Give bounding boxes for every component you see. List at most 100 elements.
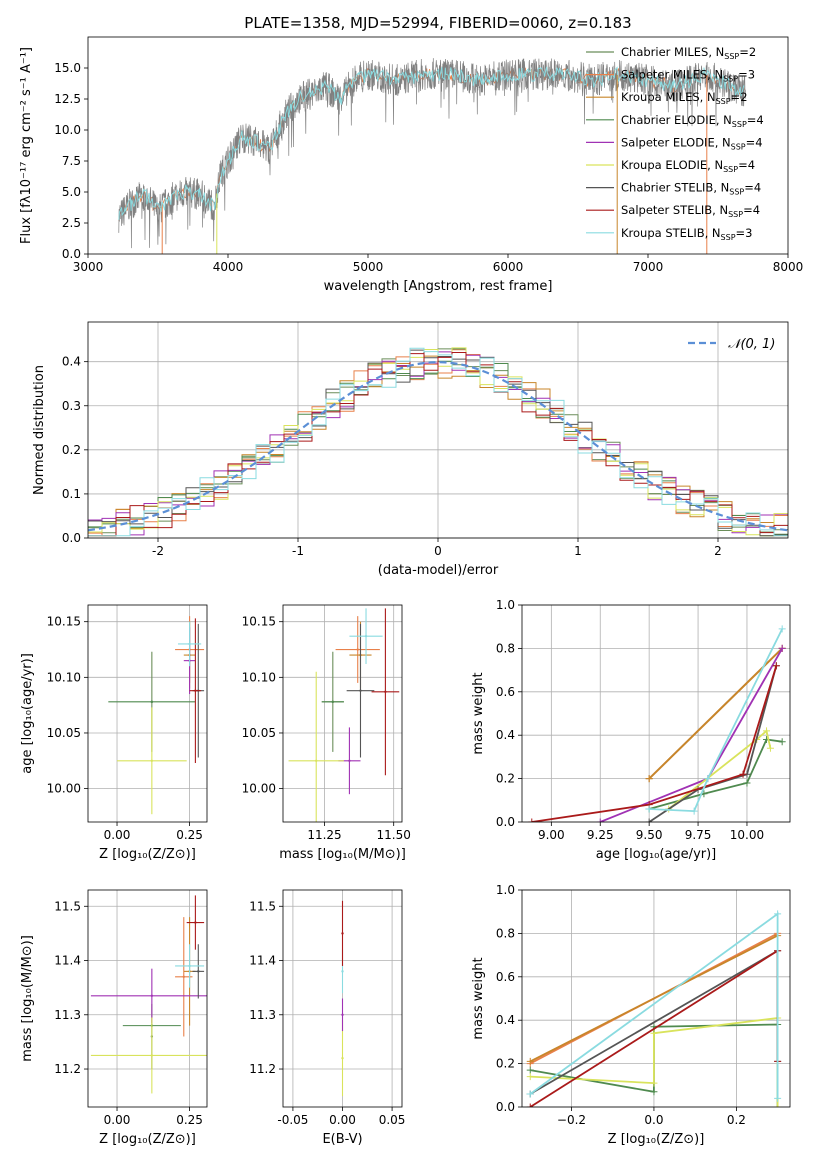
- weight-vs-Z-panel: −0.2 0.0 0.2 0.0 0.2 0.4 0.6 0.8 1.0 Z [log₁₀(Z/Z…: [471, 883, 791, 1147]
- legend-nssp-value: 3: [748, 68, 755, 82]
- x-tick-label: 0.00: [104, 828, 131, 842]
- x-tick-label: 0.25: [176, 1113, 203, 1127]
- y-tick-label: 11.3: [249, 1008, 276, 1022]
- x-tick-label: 3000: [73, 260, 104, 274]
- y-tick-label: 10.15: [242, 615, 276, 629]
- legend-entry: Salpeter ELODIE, NSSP=4: [621, 135, 763, 151]
- legend-nssp-value: 4: [753, 203, 760, 217]
- legend-nssp-prefix: , N: [715, 135, 731, 149]
- data-point: [188, 642, 191, 646]
- mass-weight-marker: [772, 662, 780, 670]
- x-tick-label: −0.2: [557, 1113, 586, 1127]
- x-tick-label: 0.0: [644, 1113, 663, 1127]
- x-tick-label: 0.2: [727, 1113, 746, 1127]
- mass-weight-marker: [743, 779, 751, 787]
- mass-weight-line: [648, 665, 778, 822]
- legend-nssp-prefix: , N: [705, 226, 721, 240]
- legend-nssp-prefix: , N: [708, 45, 724, 59]
- x-tick-label: 2: [714, 544, 722, 558]
- legend-label: Salpeter ELODIE: [621, 135, 715, 149]
- x-tick-label: 10.00: [730, 828, 764, 842]
- x-tick-label: 0.00: [329, 1113, 356, 1127]
- y-tick-label: 1.0: [496, 883, 515, 897]
- x-tick-label: 11.50: [377, 828, 411, 842]
- x-axis-label: (data-model)/error: [378, 563, 499, 578]
- mass-weight-marker: [763, 727, 771, 735]
- legend-nssp-sub: SSP: [721, 233, 736, 242]
- model-spectrum-line: [118, 66, 745, 220]
- y-tick-label: 11.5: [249, 899, 276, 913]
- legend-nssp-eq: =: [746, 135, 756, 149]
- x-tick-label: 0.25: [176, 828, 203, 842]
- data-point: [359, 689, 362, 692]
- y-tick-label: 11.4: [54, 954, 81, 968]
- mass-vs-Z-panel: 0.00 0.25 11.2 11.3 11.4 11.5 Z [log₁₀(Z/Z⊙)] m…: [20, 889, 208, 1147]
- y-tick-label: 10.15: [47, 615, 81, 629]
- legend-nssp-sub: SSP: [723, 165, 738, 174]
- mass-weight-marker: [526, 1057, 534, 1065]
- x-tick-label: 9.75: [685, 828, 712, 842]
- histogram-step: [88, 347, 788, 537]
- axes-frame: [87, 889, 208, 1108]
- data-point: [150, 994, 154, 997]
- legend-nssp-sub: SSP: [723, 75, 738, 84]
- legend-nssp-eq: =: [744, 181, 754, 195]
- legend-label: Salpeter MILES: [621, 68, 707, 82]
- mass-weight-marker: [528, 818, 536, 822]
- legend-entry: Kroupa STELIB, NSSP=3: [621, 226, 753, 242]
- data-point: [182, 975, 185, 978]
- y-tick-label: 0.4: [496, 1013, 515, 1027]
- legend-label: Chabrier ELODIE: [621, 113, 716, 127]
- axes-frame: [282, 604, 403, 823]
- legend-nssp-sub: SSP: [729, 188, 744, 197]
- mass-weight-marker: [774, 1094, 782, 1102]
- legend-nssp-prefix: , N: [700, 90, 716, 104]
- y-tick-label: 0.0: [62, 247, 81, 261]
- mass-weight-line: [531, 665, 778, 822]
- y-tick-label: 15.0: [54, 61, 81, 75]
- data-point: [197, 970, 200, 973]
- axes-frame: [87, 321, 789, 539]
- legend-label: Salpeter STELIB: [621, 203, 712, 217]
- data-point: [188, 964, 191, 968]
- x-tick-label: -1: [292, 544, 304, 558]
- x-tick-label: 11.25: [307, 828, 341, 842]
- mass-weight-line: [529, 934, 779, 1063]
- age-vs-mass-panel: 11.25 11.50 10.00 10.05 10.10 10.15 mass [log₁…: [242, 604, 411, 862]
- legend-nssp-eq: =: [738, 68, 748, 82]
- mass-weight-line: [668, 729, 772, 810]
- y-tick-label: 0.1: [62, 487, 81, 501]
- legend-nssp-sub: SSP: [728, 210, 743, 219]
- legend-entry: 𝒩(0, 1): [728, 337, 775, 352]
- x-axis-label: Z [log₁₀(Z/Z⊙)]: [99, 1132, 196, 1147]
- y-tick-label: 2.5: [62, 216, 81, 230]
- x-tick-label: 1: [574, 544, 582, 558]
- legend-nssp-sub: SSP: [731, 142, 746, 151]
- x-tick-label: -0.05: [277, 1113, 308, 1127]
- data-point: [315, 759, 318, 762]
- y-tick-label: 0.0: [496, 1100, 515, 1114]
- x-tick-label: 0.00: [104, 1113, 131, 1127]
- legend-nssp-eq: =: [736, 226, 746, 240]
- legend-nssp-value: 4: [748, 158, 755, 172]
- y-tick-label: 10.10: [47, 670, 81, 684]
- plot-area: [118, 58, 747, 254]
- legend-entry: Kroupa ELODIE, NSSP=4: [621, 158, 755, 174]
- residuals-panel: -2 -1 0 1 2 0.0 0.1 0.2 0.3 0.4 (data-model)/error…: [32, 321, 789, 578]
- y-axis-label: mass weight: [471, 672, 486, 754]
- axes-frame: [521, 604, 791, 823]
- data-point: [341, 1013, 344, 1016]
- y-axis-label: mass [log₁₀(M/M⊙)]: [20, 935, 35, 1062]
- mass-weight-marker: [526, 1090, 534, 1098]
- legend-nssp-prefix: , N: [707, 158, 723, 172]
- axes-frame: [87, 36, 789, 255]
- weight-vs-age-panel: 9.00 9.25 9.50 9.75 10.00 0.0 0.2 0.4 0.6 0.8 1.0 a…: [471, 598, 791, 862]
- y-tick-label: 0.6: [496, 685, 515, 699]
- axes-frame: [521, 889, 791, 1108]
- mass-weight-marker: [650, 1088, 658, 1096]
- x-tick-label: 0.05: [379, 1113, 406, 1127]
- y-tick-label: 10.0: [54, 123, 81, 137]
- mass-weight-marker: [645, 805, 653, 813]
- data-point: [150, 700, 154, 704]
